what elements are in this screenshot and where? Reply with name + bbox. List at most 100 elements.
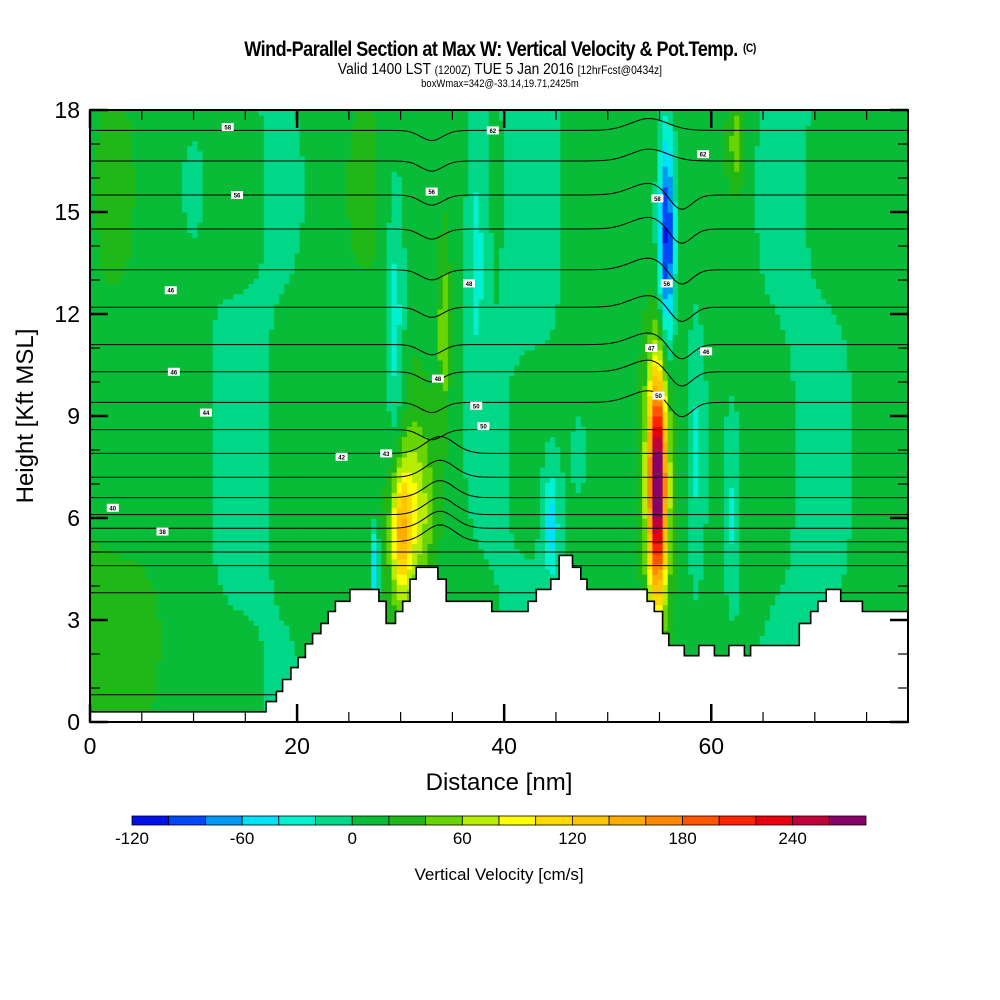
- field-cell: [228, 614, 234, 621]
- field-cell: [289, 436, 296, 443]
- field-cell: [141, 614, 147, 621]
- field-cell: [263, 196, 270, 203]
- field-cell: [289, 125, 296, 131]
- field-cell: [156, 385, 163, 392]
- field-cell: [217, 354, 224, 361]
- field-cell: [212, 467, 219, 473]
- field-cell: [253, 237, 260, 244]
- field-cell: [197, 252, 204, 259]
- field-cell: [187, 293, 193, 300]
- field-cell: [192, 563, 199, 570]
- field-cell: [299, 487, 306, 494]
- field-cell: [243, 201, 250, 208]
- field-cell: [248, 370, 255, 376]
- field-cell: [253, 166, 260, 172]
- field-cell: [294, 467, 301, 473]
- field-cell: [289, 370, 296, 376]
- field-cell: [95, 161, 101, 167]
- field-cell: [171, 681, 178, 687]
- field-cell: [115, 614, 122, 621]
- field-cell: [202, 487, 209, 494]
- field-cell: [202, 308, 209, 315]
- field-cell: [248, 359, 255, 366]
- field-cell: [228, 380, 234, 386]
- field-cell: [166, 477, 173, 483]
- field-cell: [233, 482, 239, 488]
- field-cell: [294, 518, 301, 524]
- field-cell: [233, 543, 239, 550]
- field-cell: [90, 421, 96, 427]
- field-cell: [95, 227, 101, 233]
- field-cell: [141, 441, 147, 448]
- field-cell: [115, 701, 122, 708]
- field-cell: [130, 257, 137, 264]
- field-cell: [217, 589, 224, 596]
- field-cell: [217, 405, 224, 412]
- field-cell: [176, 212, 183, 218]
- field-cell: [110, 650, 117, 657]
- field-cell: [115, 314, 122, 320]
- field-cell: [207, 242, 214, 249]
- field-cell: [279, 599, 285, 606]
- field-cell: [207, 502, 214, 509]
- field-cell: [166, 482, 173, 488]
- field-cell: [105, 120, 112, 126]
- field-cell: [151, 696, 158, 703]
- field-cell: [243, 339, 250, 346]
- field-cell: [182, 283, 188, 290]
- field-cell: [161, 201, 168, 208]
- field-cell: [289, 426, 296, 432]
- field-cell: [274, 344, 280, 351]
- field-cell: [90, 538, 96, 545]
- field-cell: [115, 359, 122, 366]
- field-cell: [182, 212, 188, 218]
- field-cell: [176, 125, 183, 131]
- field-cell: [171, 135, 178, 142]
- field-cell: [115, 426, 122, 432]
- field-cell: [289, 196, 296, 203]
- field-cell: [289, 416, 296, 422]
- field-cell: [115, 574, 122, 580]
- field-cell: [268, 176, 275, 182]
- field-cell: [136, 110, 142, 116]
- field-cell: [253, 461, 260, 468]
- field-cell: [233, 416, 239, 422]
- field-cell: [100, 186, 106, 193]
- field-cell: [182, 655, 188, 662]
- field-cell: [90, 574, 96, 580]
- field-cell: [136, 681, 142, 687]
- field-cell: [176, 472, 183, 478]
- field-cell: [258, 288, 265, 295]
- field-cell: [151, 314, 158, 320]
- field-cell: [125, 492, 132, 499]
- field-cell: [125, 502, 132, 509]
- chart-subtitle: Valid 1400 LST (1200Z) TUE 5 Jan 2016 [1…: [70, 61, 930, 79]
- field-cell: [263, 671, 270, 677]
- field-cell: [125, 319, 132, 325]
- field-cell: [202, 533, 209, 539]
- field-cell: [125, 206, 132, 213]
- field-cell: [125, 232, 132, 239]
- field-cell: [95, 523, 101, 529]
- field-cell: [289, 349, 296, 356]
- field-cell: [95, 206, 101, 213]
- field-cell: [294, 421, 301, 427]
- field-cell: [161, 681, 168, 687]
- field-cell: [130, 125, 137, 131]
- field-cell: [125, 681, 132, 687]
- field-cell: [268, 676, 275, 682]
- field-cell: [141, 426, 147, 432]
- field-cell: [217, 365, 224, 371]
- field-cell: [289, 507, 296, 514]
- field-cell: [212, 150, 219, 157]
- field-cell: [146, 492, 152, 499]
- field-cell: [243, 206, 250, 213]
- field-cell: [115, 135, 122, 142]
- field-cell: [156, 691, 163, 698]
- field-cell: [120, 252, 127, 259]
- field-cell: [289, 558, 296, 565]
- field-cell: [105, 461, 112, 468]
- field-cell: [146, 507, 152, 514]
- field-cell: [125, 584, 132, 590]
- field-cell: [222, 635, 229, 641]
